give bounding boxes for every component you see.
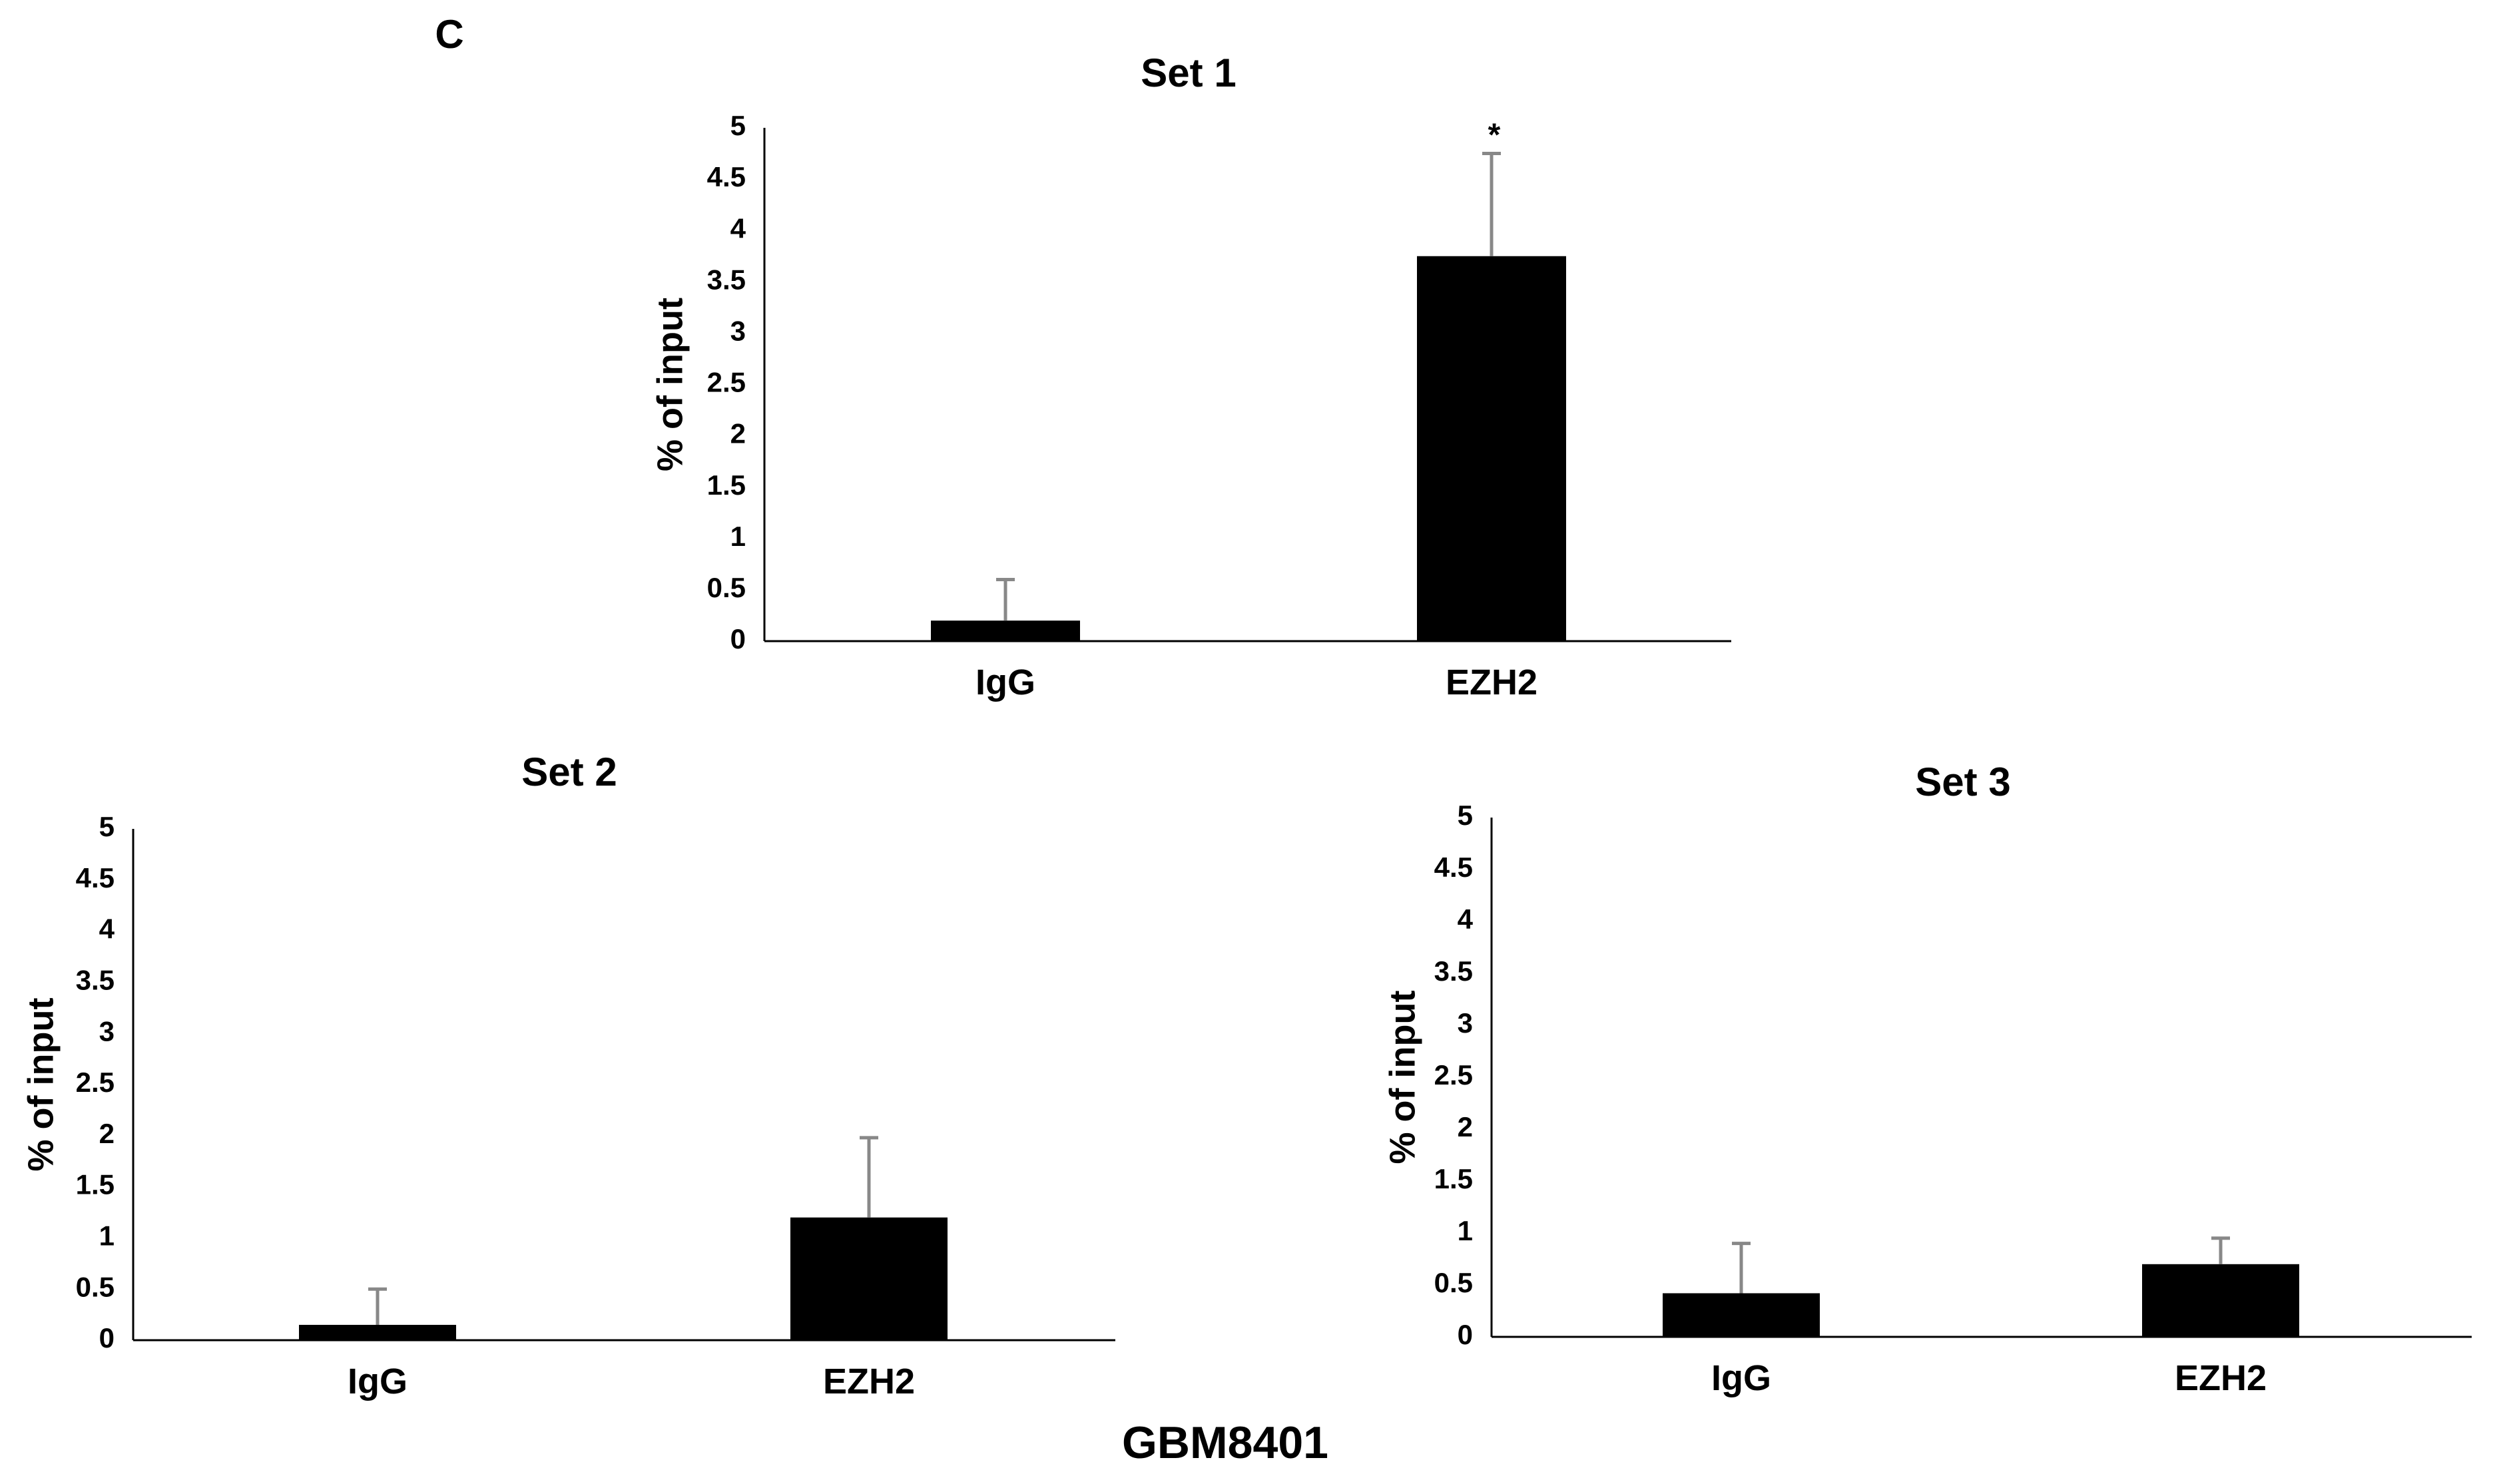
category-label: EZH2 — [1446, 662, 1537, 702]
category-label: EZH2 — [2175, 1358, 2267, 1398]
y-tick-label: 5 — [1458, 800, 1473, 831]
y-tick-label: 2 — [99, 1118, 115, 1149]
y-tick-label: 0 — [1458, 1319, 1473, 1350]
y-tick-label: 0.5 — [707, 572, 746, 603]
y-tick-label: 1 — [99, 1220, 115, 1251]
y-tick-label: 4 — [99, 913, 115, 945]
category-label: IgG — [975, 662, 1035, 702]
y-tick-label: 4.5 — [707, 161, 746, 192]
y-tick-label: 2.5 — [76, 1067, 115, 1098]
bar-ezh2 — [1417, 256, 1566, 641]
charts-group: Set 1 % of input 0 0.5 1 1.5 2 2.5 3 3.5 4 4.5 5 IgG *… — [21, 51, 2472, 1401]
y-tick-label: 3 — [730, 315, 746, 346]
bar-igg — [1663, 1293, 1820, 1337]
y-tick-label: 1 — [730, 521, 746, 552]
y-tick-label: 4.5 — [1434, 852, 1473, 883]
y-tick-label: 3 — [99, 1015, 115, 1047]
chart-set-1: Set 1 % of input 0 0.5 1 1.5 2 2.5 3 3.5 4 4.5 5 IgG *… — [650, 51, 1731, 702]
y-tick-label: 2.5 — [1434, 1059, 1473, 1091]
panel-label: C — [435, 12, 463, 57]
footer-label: GBM8401 — [1122, 1417, 1328, 1468]
y-tick-label: 5 — [99, 811, 115, 842]
y-tick-label: 2.5 — [707, 367, 746, 398]
y-tick-label: 3.5 — [1434, 955, 1473, 987]
bar-ezh2 — [2142, 1264, 2299, 1337]
chart-title: Set 3 — [1915, 760, 2010, 804]
chart-set-3: Set 3 % of input 0 0.5 1 1.5 2 2.5 3 3.5 4 4.5 5 IgG E… — [1382, 760, 2472, 1398]
y-tick-label: 4 — [1458, 903, 1474, 935]
category-label: IgG — [348, 1361, 408, 1401]
y-tick-label: 2 — [730, 418, 746, 449]
y-tick-label: 1.5 — [707, 469, 746, 501]
y-axis-label: % of input — [650, 298, 690, 471]
category-label: IgG — [1711, 1358, 1771, 1398]
bar-igg — [931, 620, 1080, 641]
y-tick-label: 2 — [1458, 1111, 1473, 1142]
chart-title: Set 1 — [1141, 51, 1236, 95]
y-tick-label: 3 — [1458, 1007, 1473, 1039]
y-tick-label: 0 — [99, 1322, 115, 1354]
bar-ezh2 — [790, 1217, 948, 1340]
y-tick-label: 4.5 — [76, 862, 115, 893]
y-tick-label: 0.5 — [76, 1271, 115, 1302]
y-tick-label: 0 — [730, 623, 746, 654]
y-tick-label: 0.5 — [1434, 1267, 1473, 1298]
y-tick-label: 4 — [730, 212, 746, 244]
bar-igg — [299, 1324, 456, 1340]
chart-set-2: Set 2 % of input 0 0.5 1 1.5 2 2.5 3 3.5 4 4.5 5 IgG E… — [21, 750, 1115, 1401]
chart-title: Set 2 — [521, 750, 617, 794]
y-tick-label: 1.5 — [76, 1169, 115, 1200]
y-axis-label: % of input — [1382, 991, 1422, 1164]
y-tick-label: 3.5 — [707, 264, 746, 295]
y-tick-label: 5 — [730, 110, 746, 141]
significance-marker: * — [1488, 118, 1501, 153]
y-axis-label: % of input — [21, 998, 61, 1172]
y-tick-label: 1 — [1458, 1215, 1473, 1246]
category-label: EZH2 — [823, 1361, 915, 1401]
y-tick-label: 1.5 — [1434, 1163, 1473, 1194]
y-tick-label: 3.5 — [76, 964, 115, 995]
